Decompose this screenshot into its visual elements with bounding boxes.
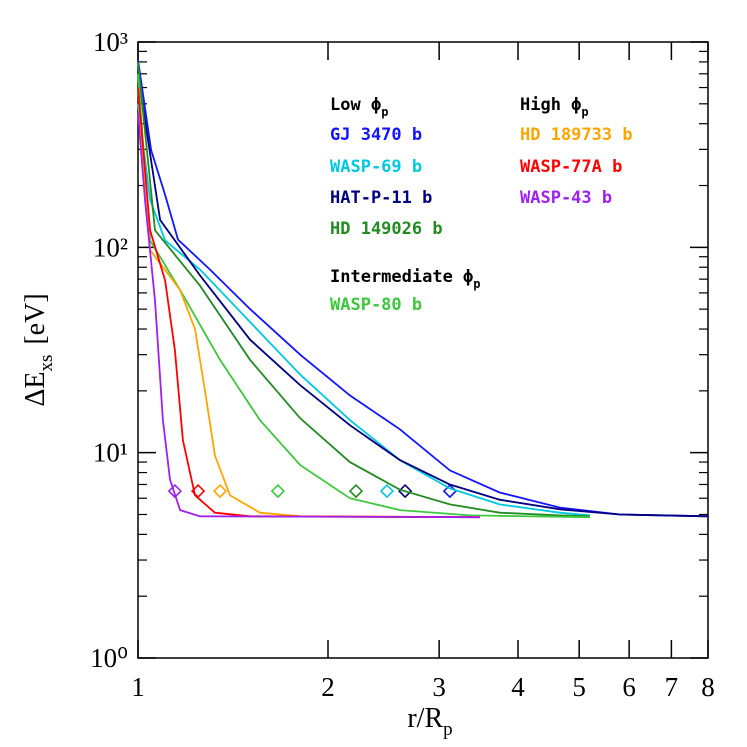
- x-label-main: r/R: [407, 703, 443, 734]
- x-tick-label: 6: [622, 672, 636, 702]
- x-tick-label: 2: [321, 672, 335, 702]
- x-tick-label: 7: [665, 672, 679, 702]
- legend-heading-text: Intermediate ϕ: [330, 267, 473, 287]
- legend-heading-text: High ϕ: [520, 95, 581, 115]
- x-tick-label: 3: [432, 672, 446, 702]
- x-tick-label: 4: [511, 672, 525, 702]
- legend-entry: WASP-77A b: [520, 157, 622, 177]
- x-label-sub: p: [443, 719, 453, 740]
- marker: [379, 483, 395, 499]
- y-axis-label: ΔExs [eV]: [20, 293, 57, 406]
- series-line: [137, 113, 480, 519]
- marker: [167, 483, 183, 499]
- legend-entry: WASP-80 b: [330, 295, 422, 315]
- marker: [398, 483, 413, 499]
- legend-entry: HD 149026 b: [330, 219, 443, 239]
- legend-heading-sub: p: [581, 105, 588, 119]
- plot-frame: [137, 41, 709, 659]
- legend-heading-text: Low ϕ: [330, 95, 381, 115]
- x-tick-label: 5: [572, 672, 586, 702]
- y-label-sub: xs: [36, 355, 57, 372]
- legend-entry: HD 189733 b: [520, 125, 633, 145]
- marker: [270, 483, 286, 499]
- series-line: [137, 87, 480, 519]
- legend-heading: Intermediate ϕp: [330, 267, 481, 291]
- y-tick-label: 10¹: [93, 438, 128, 468]
- series-line: [137, 73, 709, 518]
- y-tick-label: 10²: [93, 232, 128, 262]
- y-tick-label: 10⁰: [90, 643, 128, 673]
- x-axis-label: r/Rp: [407, 703, 452, 740]
- series-line: [137, 59, 709, 518]
- legend-entry: WASP-69 b: [330, 157, 422, 177]
- series-line: [137, 73, 590, 519]
- y-label-unit: [eV]: [20, 293, 51, 344]
- series-line: [137, 103, 590, 517]
- marker: [212, 483, 228, 499]
- legend-entry: HAT-P-11 b: [330, 188, 432, 208]
- legend-heading-sub: p: [381, 105, 388, 119]
- x-tick-label: 1: [131, 672, 145, 702]
- legend-heading: High ϕp: [520, 95, 589, 119]
- legend-heading: Low ϕp: [330, 95, 388, 119]
- legend-entry: GJ 3470 b: [330, 125, 422, 145]
- x-tick-label: 8: [701, 672, 715, 702]
- legend-entry: WASP-43 b: [520, 188, 612, 208]
- series-line: [137, 87, 480, 519]
- y-tick-label: 10³: [93, 27, 128, 57]
- marker: [348, 483, 364, 499]
- legend-heading-sub: p: [473, 277, 480, 291]
- y-label-main: ΔE: [20, 372, 51, 407]
- marker: [190, 483, 206, 499]
- series-line: [137, 61, 590, 518]
